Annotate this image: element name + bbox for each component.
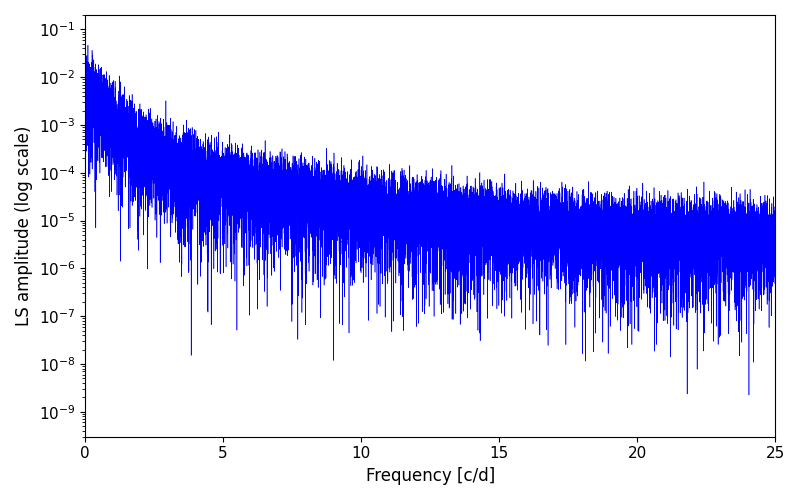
Y-axis label: LS amplitude (log scale): LS amplitude (log scale)	[15, 126, 33, 326]
X-axis label: Frequency [c/d]: Frequency [c/d]	[366, 467, 494, 485]
